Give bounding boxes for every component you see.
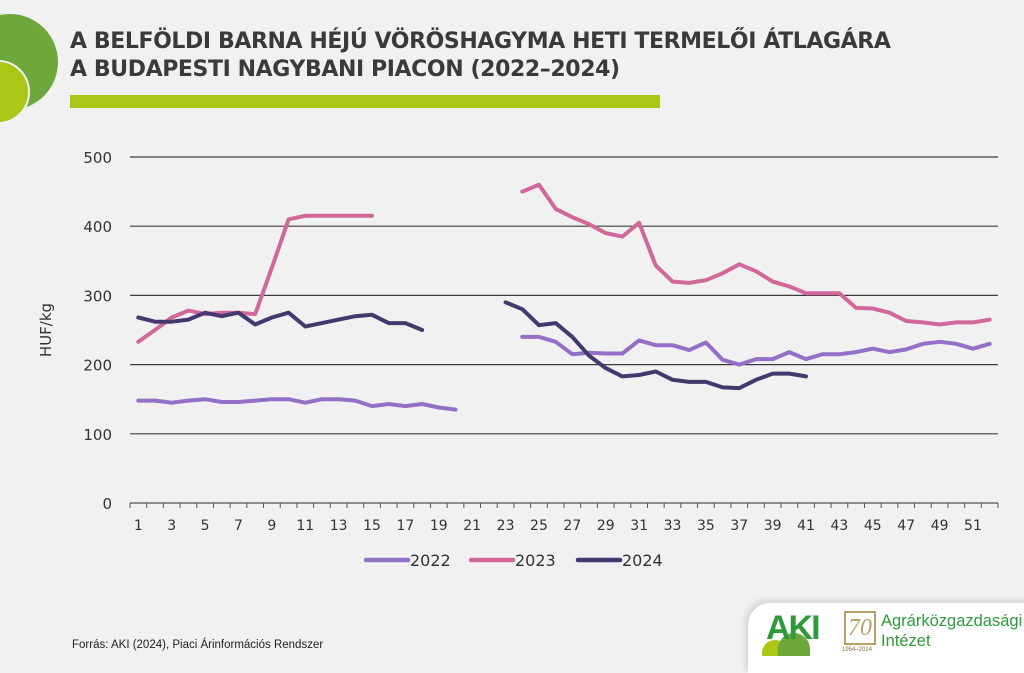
aki-logo: AKI 70 1954–2024 Agrárközgazdasági Intéz…	[748, 603, 1024, 673]
x-tick-label: 43	[831, 518, 849, 534]
x-tick-label: 37	[730, 518, 748, 534]
x-tick-label: 45	[864, 518, 882, 534]
logo-hill-icon	[778, 633, 810, 656]
logo-aki-text: AKI	[766, 609, 821, 647]
institute-name-line-2: Intézet	[881, 632, 931, 650]
title-line-2: A BUDAPESTI NAGYBANI PIACON (2022–2024)	[70, 57, 620, 82]
y-tick-label: 400	[83, 218, 112, 236]
x-tick-label: 13	[330, 518, 348, 534]
legend-label-2023: 2023	[515, 551, 556, 570]
source-note: Forrás: AKI (2024), Piaci Árinformációs …	[72, 639, 324, 651]
x-tick-label: 41	[797, 518, 815, 534]
title-underline-bar	[70, 95, 660, 108]
series-line-2023	[136, 182, 992, 344]
chart-title: A BELFÖLDI BARNA HÉJÚ VÖRÖSHAGYMA HETI T…	[70, 28, 891, 84]
y-axis-label: HUF/kg	[37, 303, 55, 357]
anniversary-years: 1954–2024	[842, 647, 873, 653]
legend-label-2024: 2024	[622, 551, 663, 570]
series-line-2022	[136, 334, 992, 412]
x-tick-label: 11	[296, 518, 314, 534]
x-tick-label: 35	[697, 518, 715, 534]
x-tick-label: 27	[563, 518, 581, 534]
y-tick-label: 300	[83, 287, 112, 305]
legend: 2022 2023 2024	[363, 551, 663, 570]
x-tick-label: 17	[397, 518, 415, 534]
x-tick-label: 1	[134, 518, 143, 534]
x-tick-label: 39	[764, 518, 782, 534]
institute-name-line-1: Agrárközgazdasági	[881, 612, 1023, 630]
y-axis-ticks: 0 100 200 300 400 500	[83, 149, 112, 513]
x-tick-label: 29	[597, 518, 615, 534]
institute-name: Agrárközgazdasági Intézet	[881, 611, 1022, 651]
series-line-2024	[136, 300, 808, 391]
x-tick-label: 21	[463, 518, 481, 534]
series-lines	[136, 182, 992, 412]
x-tick-label: 51	[964, 518, 982, 534]
x-tick-label: 33	[664, 518, 682, 534]
x-tick-label: 15	[363, 518, 381, 534]
x-tick-label: 9	[267, 518, 276, 534]
x-tick-label: 5	[201, 518, 210, 534]
y-tick-label: 100	[83, 426, 112, 444]
x-tick-label: 19	[430, 518, 448, 534]
x-tick-label: 23	[497, 518, 515, 534]
legend-label-2022: 2022	[410, 551, 451, 570]
y-tick-label: 500	[83, 149, 112, 167]
x-tick-label: 47	[897, 518, 915, 534]
anniversary-badge-icon: 70	[844, 611, 876, 645]
x-tick-label: 3	[167, 518, 176, 534]
y-gridlines	[130, 156, 998, 435]
x-tick-label: 49	[931, 518, 949, 534]
x-tick-label: 25	[530, 518, 548, 534]
x-tick-label: 31	[630, 518, 648, 534]
y-tick-label: 200	[83, 357, 112, 375]
x-axis: 1 3 5 7 9 11 13 15 17 19 21 23 25 27 29 31 33 35 37 39 41 43 4…	[129, 502, 999, 534]
title-line-1: A BELFÖLDI BARNA HÉJÚ VÖRÖSHAGYMA HETI T…	[70, 29, 891, 54]
y-tick-label: 0	[102, 495, 112, 513]
x-tick-label: 7	[234, 518, 243, 534]
